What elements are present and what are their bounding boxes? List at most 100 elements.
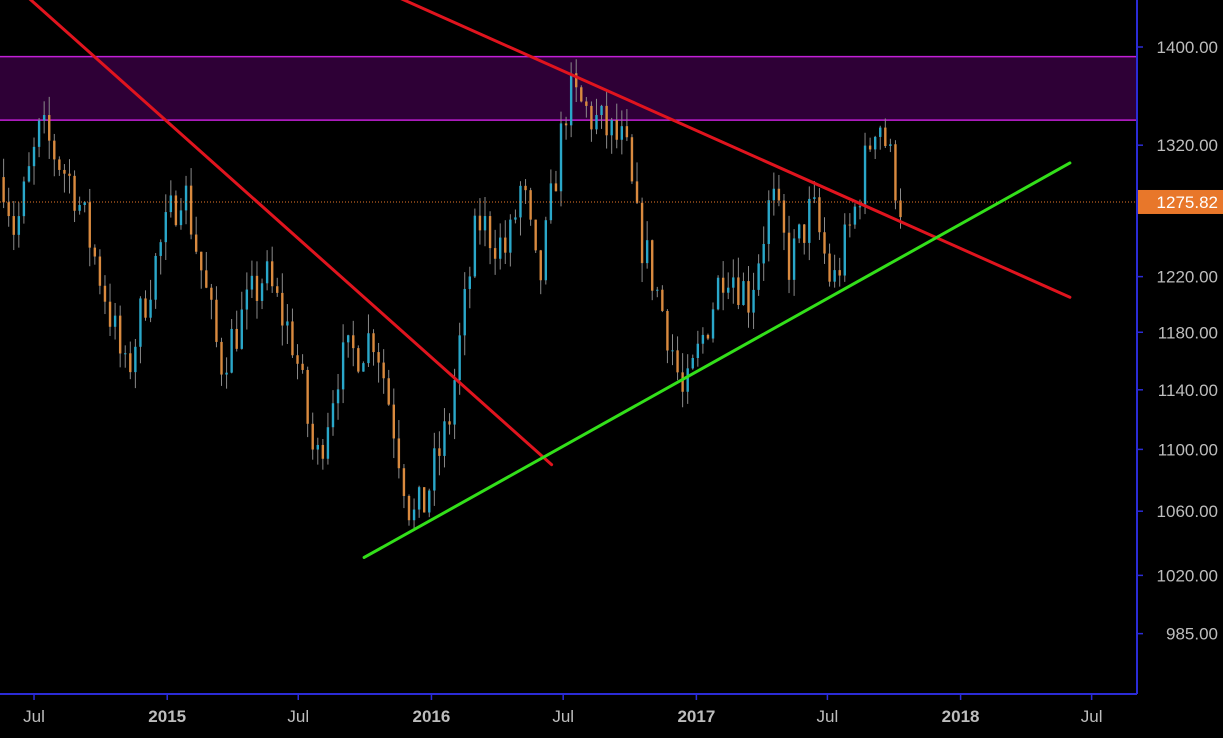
candle-body [407,495,411,521]
candle-body [448,421,451,425]
candle-body [716,277,720,310]
candle-body [818,197,821,233]
candle-body [321,444,325,459]
candle-body [514,217,517,220]
candle [640,197,644,283]
candle [889,138,892,153]
candle-body [169,195,173,213]
candle-body [286,321,289,326]
candle-body [671,350,674,352]
candle [620,110,624,155]
candle [777,174,781,207]
y-tick-label: 1100.00 [1158,440,1218,459]
candle-body [270,261,274,287]
candle-body [813,197,816,199]
last-price-badge: 1275.82 [1138,189,1223,214]
candle-body [737,277,740,305]
candle [635,162,639,204]
candle-body [853,206,857,225]
candle-body [433,448,436,491]
candle [73,170,76,223]
candle-body [585,101,588,106]
candle [103,275,107,315]
candle-body [863,145,867,207]
resistance-zone-layer [0,55,1137,121]
x-tick-label: 2017 [677,707,715,726]
candle-body [397,438,401,469]
candle [113,302,117,340]
candle [514,209,517,224]
candle-body [296,355,299,364]
candle-body [235,328,238,349]
candle [483,197,487,247]
candle [797,223,801,244]
candle-body [2,177,5,203]
candle [352,320,355,367]
candle-body [544,220,548,281]
candle [600,104,603,129]
candle [676,336,679,381]
candle [382,349,385,394]
candle [651,239,654,301]
y-tick-label: 985.00 [1166,625,1218,644]
candle [575,59,578,103]
candle [762,226,765,281]
candle [230,319,233,374]
candle-body [98,256,102,286]
candle [666,309,669,364]
last-price-badge-bg [1138,189,1223,214]
candle [524,179,527,204]
candle-body [468,276,472,289]
candle-body [336,389,340,404]
candle-body [32,146,36,167]
candle [301,354,304,374]
candle [240,291,243,350]
candle-body [103,285,107,302]
candle-body [833,270,836,282]
candle [78,196,81,215]
candle [656,286,659,298]
candle-body [549,183,553,221]
candle [93,244,97,265]
candle [286,304,289,344]
candle [291,308,294,358]
candle [843,213,846,282]
candle [671,334,674,366]
candle-body [417,487,421,510]
candle [205,251,208,289]
candle-body [48,115,51,141]
candle [265,250,269,291]
candle [17,202,21,248]
candle [721,261,725,311]
candle [422,487,426,513]
candle-body [68,173,71,176]
candle [306,366,309,438]
candle [149,279,152,323]
candle-body [311,423,314,450]
candle [737,257,740,310]
candle-body [12,216,15,235]
candle-body [752,289,755,313]
candle-body [200,251,203,271]
candle-body [357,348,360,372]
candle [838,257,841,287]
candle [255,261,259,319]
candle-body [823,232,826,254]
candle-body [575,73,578,88]
candle-body [37,120,41,147]
candle [645,221,649,269]
candle-body [230,328,233,373]
x-tick-label: 2018 [942,707,980,726]
candle [448,413,451,435]
candle [311,412,314,460]
candle [169,180,173,218]
candle-body [727,287,730,293]
candle-body [331,403,335,428]
candle [83,201,86,213]
y-tick-label: 1020.00 [1157,566,1218,585]
candle-body [362,363,365,372]
candle [894,140,897,210]
candle [792,229,796,296]
candle [48,96,51,159]
